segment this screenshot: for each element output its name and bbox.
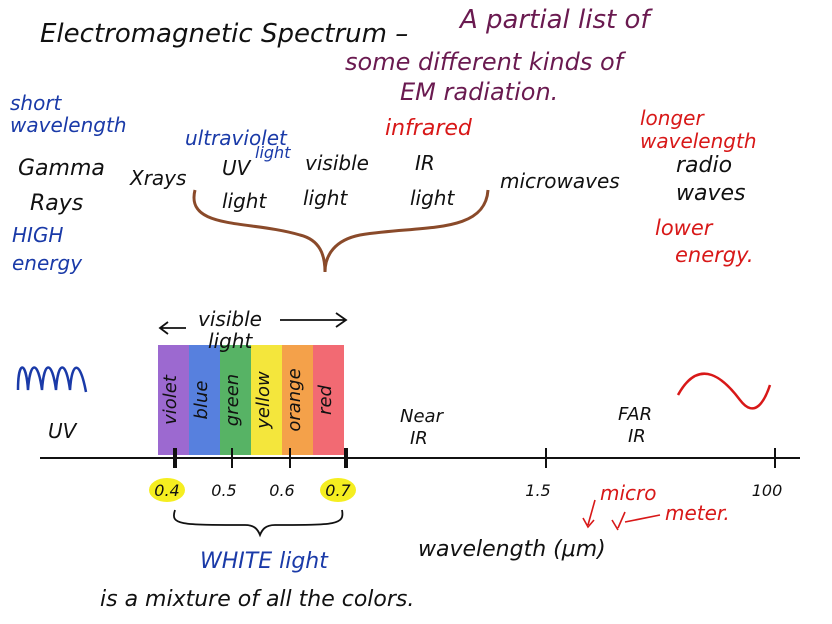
axis-label: 100	[752, 481, 783, 500]
axis-label: 0.4	[154, 481, 179, 500]
color-strip	[313, 345, 344, 455]
white-light: WHITE light	[200, 549, 329, 574]
spectrum-label: IR	[415, 151, 435, 175]
spectrum-label: ultraviolet	[185, 126, 288, 150]
visible-label: visible	[198, 307, 262, 331]
color-strip	[282, 345, 313, 455]
spectrum-label: wavelength	[10, 113, 127, 137]
spectrum-label: Gamma	[18, 156, 105, 181]
brace	[173, 509, 344, 538]
band-label: IR	[628, 426, 646, 447]
color-label: yellow	[253, 371, 274, 430]
color-label: blue	[191, 381, 212, 420]
bracket	[192, 189, 490, 273]
spectrum-label: light	[255, 143, 291, 162]
color-strip	[220, 345, 251, 455]
band-label: FAR	[618, 404, 652, 425]
subtitle: EM radiation.	[400, 78, 558, 106]
spectrum-label: light	[222, 189, 267, 213]
color-label: green	[222, 374, 243, 426]
axis-label: 0.6	[269, 481, 294, 500]
spectrum-label: light	[410, 186, 455, 210]
unit-note: micro	[600, 481, 657, 505]
short-wave	[16, 366, 88, 393]
spectrum-label: visible	[305, 151, 369, 175]
unit-arrows	[582, 499, 661, 531]
spectrum-label: short	[10, 91, 63, 115]
subtitle: A partial list of	[458, 5, 653, 35]
unit-note: meter.	[665, 501, 730, 525]
spectrum-label: energy	[12, 251, 83, 275]
color-label: red	[315, 384, 336, 414]
color-strip	[251, 345, 282, 455]
spectrum-label: infrared	[385, 116, 473, 141]
caption: is a mixture of all the colors.	[100, 587, 414, 612]
band-label: UV	[48, 419, 78, 443]
spectrum-label: Rays	[30, 191, 83, 216]
visible-label: light	[208, 329, 253, 353]
axis-label: 0.5	[211, 481, 236, 500]
highlight	[149, 478, 185, 502]
axis-title: wavelength (μm)	[418, 537, 606, 562]
color-label: orange	[284, 368, 305, 431]
spectrum-label: Xrays	[129, 166, 186, 190]
highlight	[320, 478, 356, 502]
axis-label: 1.5	[525, 481, 550, 500]
spectrum-label: UV	[222, 156, 252, 180]
color-strip	[158, 345, 189, 455]
subtitle: some different kinds of	[345, 48, 627, 76]
spectrum-label: longer	[640, 106, 705, 130]
spectrum-label: light	[303, 186, 348, 210]
spectrum-label: wavelength	[640, 129, 757, 153]
spectrum-label: radio	[676, 153, 732, 178]
color-strip	[189, 345, 220, 455]
axis-label: 0.7	[325, 481, 351, 500]
color-label: violet	[160, 374, 181, 425]
band-label: IR	[410, 428, 428, 449]
long-wave	[676, 372, 772, 410]
spectrum-label: lower	[655, 216, 714, 240]
spectrum-label: HIGH	[12, 223, 63, 247]
spectrum-label: energy.	[675, 243, 754, 267]
band-label: Near	[400, 406, 445, 427]
arrow-left	[158, 321, 186, 335]
spectrum-label: waves	[676, 181, 746, 206]
title: Electromagnetic Spectrum –	[40, 19, 408, 49]
spectrum-label: microwaves	[500, 169, 620, 193]
arrow-right	[280, 312, 348, 328]
